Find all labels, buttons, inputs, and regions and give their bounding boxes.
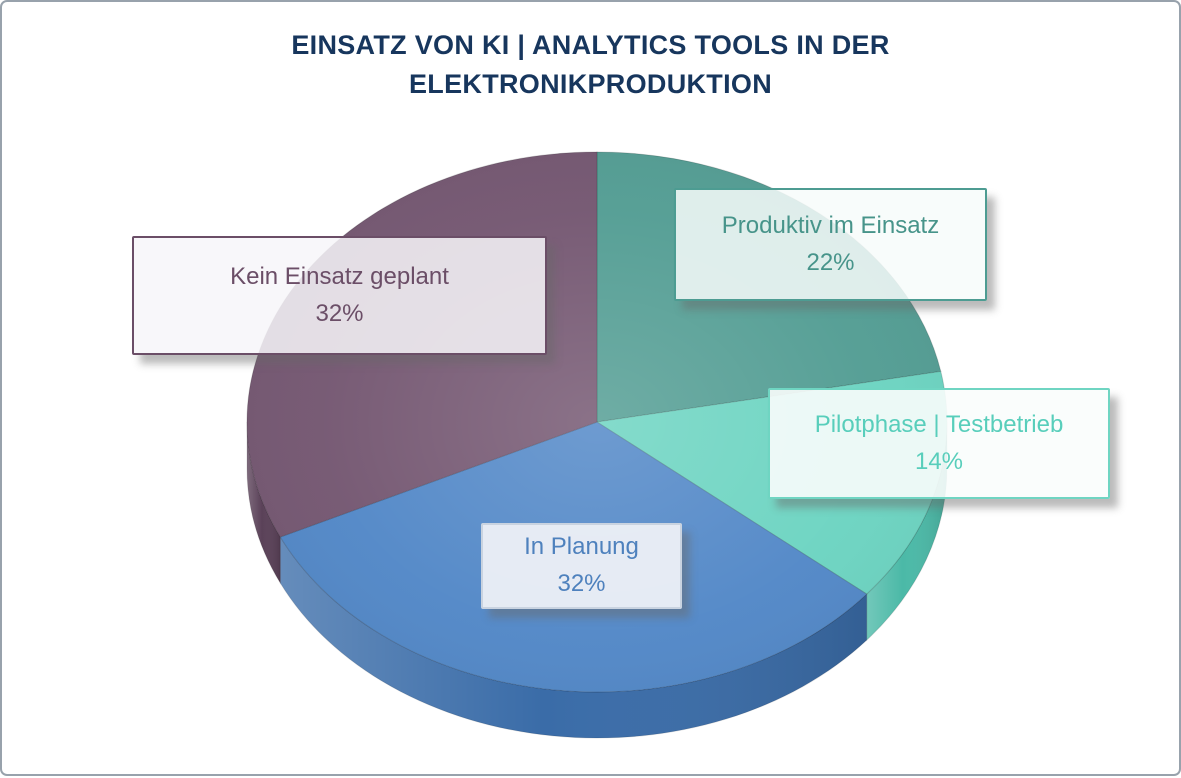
slice-value: 22% xyxy=(806,248,855,276)
slice-value: 32% xyxy=(315,299,364,327)
callout-pilotphase-testbetrieb: Pilotphase | Testbetrieb 14% xyxy=(768,388,1110,499)
pie-slice-2-side-sheen xyxy=(280,537,867,739)
callout-in-planung: In Planung 32% xyxy=(481,523,682,609)
callout-kein-einsatz-geplant: Kein Einsatz geplant 32% xyxy=(132,236,547,355)
chart-title: EINSATZ VON KI | ANALYTICS TOOLS IN DER … xyxy=(291,30,890,100)
slice-value: 32% xyxy=(557,570,606,597)
slice-label: Pilotphase | Testbetrieb xyxy=(814,410,1064,438)
slice-label: In Planung xyxy=(524,533,639,561)
pie-slice-1-side-sheen xyxy=(866,422,947,641)
slice-label: Produktiv im Einsatz xyxy=(721,211,940,239)
slice-value: 14% xyxy=(914,447,964,475)
callout-produktiv-im-einsatz: Produktiv im Einsatz 22% xyxy=(674,188,987,301)
pie-slice-3-side-sheen xyxy=(246,422,281,583)
slice-label: Kein Einsatz geplant xyxy=(230,262,449,290)
